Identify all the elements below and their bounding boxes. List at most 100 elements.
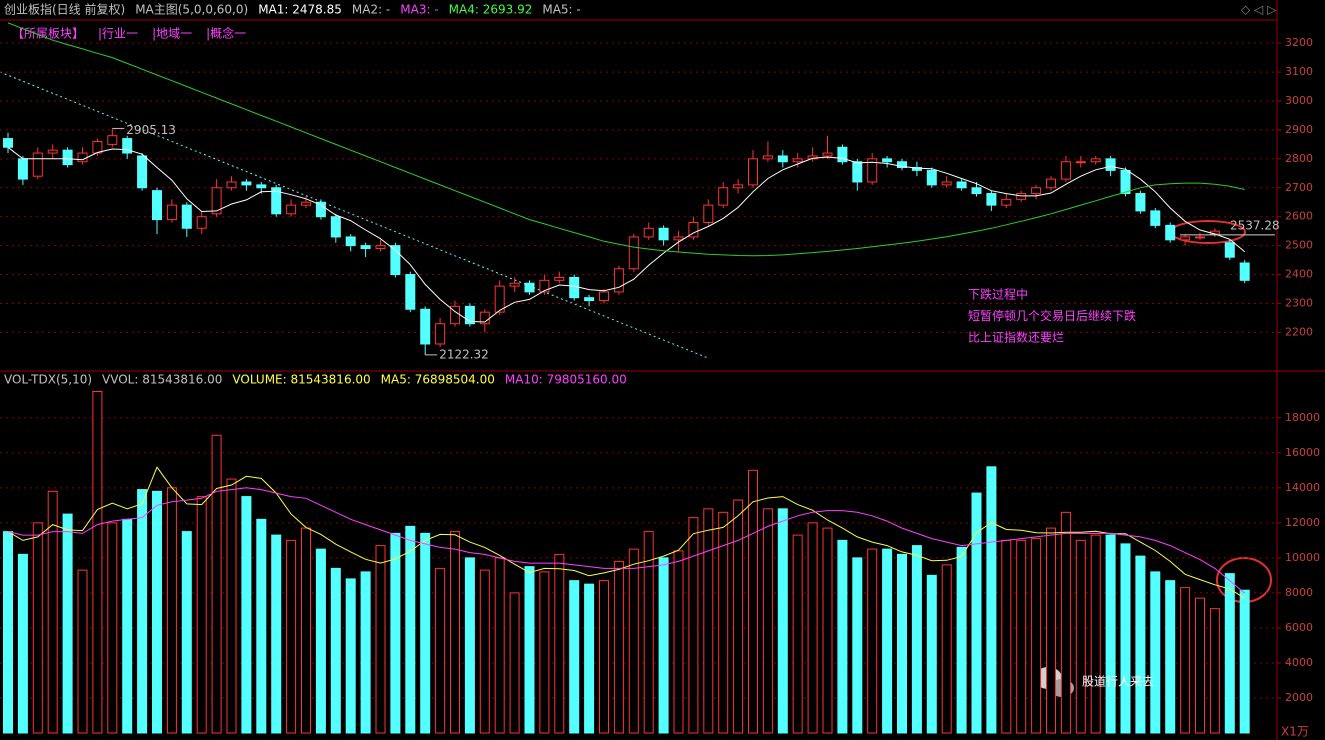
volume-bar: [137, 489, 148, 734]
candle-body: [360, 245, 371, 250]
candle-body: [971, 187, 982, 195]
candle-body: [658, 227, 669, 241]
candle-body: [1165, 224, 1176, 241]
candle-body: [643, 227, 654, 238]
volume-bar: [92, 391, 103, 734]
y-tick-label: 2400: [1285, 268, 1313, 281]
legend-item: MA10: 79805160.00: [505, 373, 627, 387]
candle-body: [166, 204, 177, 221]
annotation: 短暂停顿几个交易日后继续下跌: [968, 308, 1136, 323]
volume-bar: [1105, 534, 1116, 734]
volume-bar: [77, 569, 88, 734]
ma-line: [7, 146, 1246, 323]
y-tick-label: 3100: [1285, 65, 1313, 78]
y-tick-label: 2900: [1285, 123, 1313, 136]
volume-bar: [613, 560, 624, 734]
candle-body: [882, 158, 893, 163]
volume-bar: [703, 508, 714, 734]
candle-body: [420, 308, 431, 345]
candle-body: [122, 138, 133, 154]
volume-ma-line: [7, 466, 1245, 599]
volume-bar: [911, 545, 922, 734]
candle-body: [777, 155, 788, 163]
volume-bar: [926, 574, 937, 734]
volume-bar: [673, 550, 684, 734]
volume-bar: [971, 492, 982, 734]
y-tick-label: 2600: [1285, 210, 1313, 223]
candle-body: [77, 152, 88, 163]
candle-body: [1180, 236, 1191, 241]
candle-body: [1016, 193, 1027, 200]
volume-bar: [524, 566, 535, 734]
volume-bar: [47, 490, 58, 734]
volume-bar: [107, 522, 118, 734]
volume-bar: [852, 557, 863, 734]
volume-bar: [1016, 539, 1027, 734]
candle-body: [867, 158, 878, 183]
candle-body: [792, 158, 803, 163]
candle-body: [107, 135, 118, 145]
candle-body: [852, 161, 863, 183]
volume-bar: [1224, 573, 1235, 734]
volume-bar: [62, 513, 73, 734]
volume-bar: [1239, 589, 1250, 734]
volume-bar: [658, 557, 669, 734]
volume-bar: [345, 578, 356, 734]
unit-label: X1万: [1281, 725, 1309, 739]
volume-bar: [241, 496, 252, 734]
y-tick-label: 3000: [1285, 94, 1313, 107]
candle-body: [62, 149, 73, 166]
y-tick-label: 12000: [1285, 516, 1320, 529]
y-tick-label: 16000: [1285, 446, 1320, 459]
volume-bar: [196, 496, 207, 734]
volume-bar: [1135, 555, 1146, 734]
candle-body: [762, 155, 773, 160]
volume-bar: [792, 534, 803, 734]
candle-body: [256, 184, 267, 189]
candle-body: [435, 323, 446, 345]
candle-body: [1060, 161, 1071, 180]
nav-icons[interactable]: ◇ ◁ ▷: [1241, 3, 1277, 17]
volume-bar: [539, 571, 550, 734]
volume-ma-line: [7, 487, 1246, 594]
volume-bar: [1180, 587, 1191, 734]
legend-item: VOLUME: 81543816.00: [232, 373, 370, 387]
tab: |行业一: [98, 27, 138, 41]
legend-item: MA5: -: [542, 3, 580, 17]
volume-bar: [986, 466, 997, 734]
candle-body: [584, 297, 595, 302]
legend-item: MA5: 76898504.00: [381, 373, 495, 387]
candle-body: [1075, 161, 1086, 164]
candle-body: [301, 201, 311, 206]
trend-line: [0, 71, 709, 359]
candle-body: [897, 161, 907, 169]
volume-bar: [405, 525, 416, 734]
volume-bar: [509, 592, 520, 734]
volume-bar: [688, 517, 699, 734]
candle-body: [956, 181, 967, 189]
candle-body: [405, 274, 416, 310]
candle-body: [599, 291, 609, 302]
volume-bar: [1046, 527, 1056, 734]
candle-body: [286, 204, 297, 215]
y-tick-label: 2800: [1285, 152, 1313, 165]
y-tick-label: 2000: [1285, 691, 1313, 704]
legend-item: MA2: -: [352, 3, 390, 17]
volume-bar: [166, 487, 177, 734]
low-label: 2122.32: [439, 347, 489, 361]
candle-body: [807, 155, 818, 160]
volume-bar: [435, 567, 446, 734]
volume-bar: [628, 548, 639, 734]
candle-body: [748, 158, 758, 186]
volume-bar: [479, 569, 490, 734]
candle-body: [1031, 187, 1042, 195]
volume-bar: [464, 557, 475, 734]
tab: |概念一: [206, 26, 246, 41]
volume-bar: [330, 567, 341, 734]
candle-body: [628, 236, 639, 270]
legend-item: MA1: 2478.85: [258, 3, 342, 17]
candle-body: [822, 152, 833, 157]
annotation: 下跌过程中: [968, 287, 1028, 302]
volume-bar: [882, 548, 893, 734]
